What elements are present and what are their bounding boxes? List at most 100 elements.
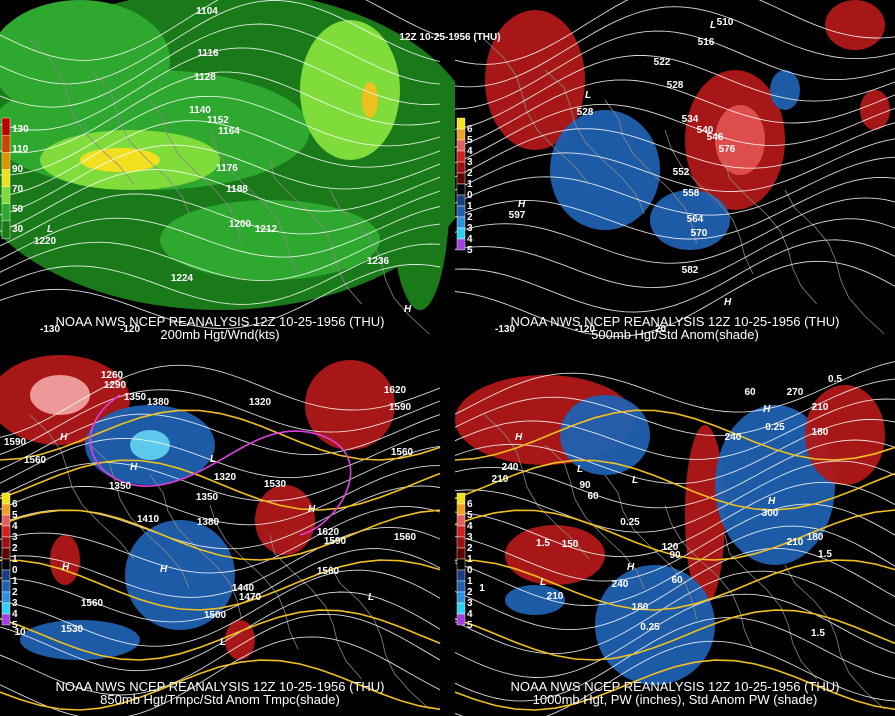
contour-label: 1176 xyxy=(216,163,238,174)
legend-label: 130 xyxy=(12,124,29,135)
contour-label: 1620 xyxy=(317,527,340,538)
coastline xyxy=(269,534,363,680)
legend-swatch xyxy=(456,613,466,626)
anomaly-shading xyxy=(30,375,90,415)
contour-label: 510 xyxy=(717,17,734,28)
legend-swatch xyxy=(456,172,466,185)
contour-label: 558 xyxy=(683,188,700,199)
pressure-center: H xyxy=(308,504,316,515)
contour-label: 1.5 xyxy=(818,549,832,560)
coastline xyxy=(149,474,243,620)
height-contour xyxy=(454,481,895,558)
contour-label: 120 xyxy=(662,542,679,553)
anomaly-shading xyxy=(770,70,800,110)
height-contour xyxy=(0,223,441,282)
coastline xyxy=(89,444,190,590)
contour-label: 1140 xyxy=(189,105,211,116)
legend-swatch xyxy=(456,128,466,141)
coastline xyxy=(664,504,754,650)
height-contour xyxy=(454,239,895,313)
contour-label: 1116 xyxy=(197,48,219,59)
contour-label: 1350 xyxy=(124,392,147,403)
pressure-center: L xyxy=(710,20,716,31)
contour-label: 210 xyxy=(492,474,509,485)
longitude-label: -130 xyxy=(495,324,515,335)
legend-swatch xyxy=(1,203,11,222)
contour-label: 516 xyxy=(698,37,715,48)
legend-label: 5 xyxy=(467,135,473,146)
legend-swatch xyxy=(456,580,466,593)
coastline xyxy=(784,189,885,335)
contour-label: 1350 xyxy=(109,481,132,492)
legend-label: 3 xyxy=(467,223,473,234)
contour-label: 10 xyxy=(14,627,26,638)
contour-label: 60 xyxy=(587,491,599,502)
contour-label: 522 xyxy=(654,57,671,68)
legend-label: 70 xyxy=(12,184,24,195)
temp-contour xyxy=(89,394,352,536)
legend-label: 1 xyxy=(467,576,473,587)
secondary-contour xyxy=(0,459,441,511)
legend-label: 4 xyxy=(467,146,473,157)
legend-swatch xyxy=(1,117,11,137)
contour-label: 1128 xyxy=(194,72,216,83)
height-contour xyxy=(0,23,441,108)
longitude-label: -120 xyxy=(120,324,140,335)
legend-label: 3 xyxy=(467,532,473,543)
contour-label: 210 xyxy=(787,537,804,548)
anomaly-shading xyxy=(160,200,380,280)
contour-label: 180 xyxy=(807,532,824,543)
pressure-center: L xyxy=(47,224,53,235)
contour-label: 528 xyxy=(667,80,684,91)
height-contour xyxy=(0,591,441,672)
secondary-contour xyxy=(454,509,895,561)
height-contour xyxy=(454,617,895,702)
caption: NOAA NWS NCEP REANALYSIS 12Z 10-25-1956 … xyxy=(511,679,840,694)
contour-label: 1380 xyxy=(197,517,220,528)
contour-label: 528 xyxy=(577,107,594,118)
height-contour xyxy=(454,398,895,460)
height-contour xyxy=(0,445,441,502)
height-contour xyxy=(454,0,895,65)
legend-label: 2 xyxy=(467,212,473,223)
contour-label: 1590 xyxy=(4,437,27,448)
legend-swatch xyxy=(1,525,11,538)
caption-subtitle: 500mb Hgt/Std Anom(shade) xyxy=(591,327,759,342)
coastline xyxy=(484,414,590,560)
height-contour xyxy=(0,389,441,455)
coastline xyxy=(89,69,190,215)
legend-label: 6 xyxy=(467,499,473,510)
legend-label: 2 xyxy=(467,587,473,598)
coastline xyxy=(784,564,885,710)
legend-swatch xyxy=(1,220,11,240)
contour-label: 534 xyxy=(682,114,699,125)
height-contour xyxy=(454,218,895,289)
anomaly-shading xyxy=(505,525,605,585)
secondary-contour xyxy=(0,509,441,561)
coastline xyxy=(209,504,299,650)
contour-label: 1224 xyxy=(171,273,194,284)
contour-label: 1590 xyxy=(389,402,412,413)
legend-swatch xyxy=(1,514,11,527)
legend-label: 2 xyxy=(12,543,18,554)
pressure-center: L xyxy=(632,475,638,486)
contour-label: 90 xyxy=(579,480,591,491)
legend-swatch xyxy=(456,139,466,152)
contour-label: 60 xyxy=(671,575,683,586)
contour-label: 582 xyxy=(682,265,699,276)
legend-label: 4 xyxy=(467,609,473,620)
coastline xyxy=(664,129,754,275)
legend-swatch xyxy=(1,503,11,516)
anomaly-shading xyxy=(20,620,140,660)
pressure-center: H xyxy=(62,562,70,573)
height-contour xyxy=(454,197,895,264)
anomaly-shading xyxy=(362,82,378,118)
legend-label: 1 xyxy=(467,554,473,565)
legend-swatch xyxy=(1,536,11,549)
contour-label: 180 xyxy=(812,427,829,438)
legend-label: 1 xyxy=(12,576,18,587)
legend-swatch xyxy=(456,161,466,174)
legend-label: 5 xyxy=(467,245,473,256)
coastline xyxy=(604,474,698,620)
